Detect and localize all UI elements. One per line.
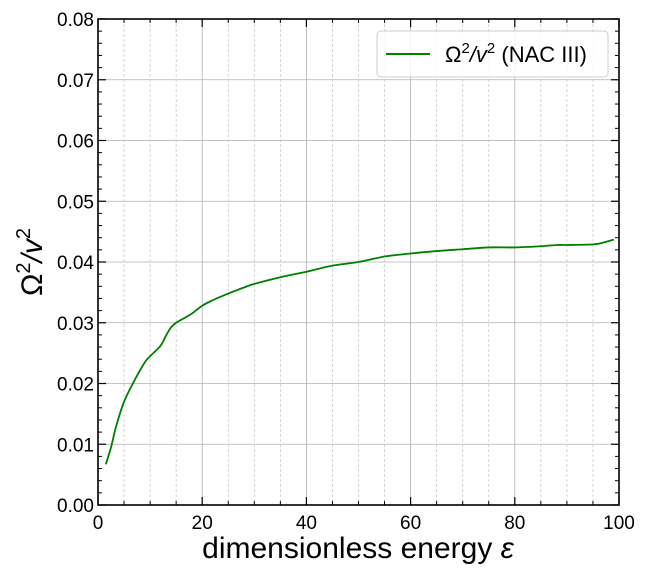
legend-label: Ω2/v2 (NAC III) <box>445 40 587 67</box>
series-line <box>104 238 615 465</box>
series-layer <box>104 238 615 465</box>
x-tick-label: 0 <box>93 513 104 534</box>
legend: Ω2/v2 (NAC III) <box>376 30 609 78</box>
y-tick-label: 0.01 <box>57 435 94 456</box>
plot-frame <box>97 18 620 506</box>
tick-labels: 0 20 40 60 80 100 0.00 0.01 0.02 0.03 0.04 0.05 0.06… <box>57 10 635 534</box>
x-tick-label: 20 <box>192 513 213 534</box>
y-tick-label: 0.05 <box>57 192 94 213</box>
legend-box <box>376 30 609 78</box>
x-tick-label: 80 <box>504 513 525 534</box>
x-tick-label: 40 <box>296 513 317 534</box>
x-axis-label: dimensionless energy ε <box>202 532 515 565</box>
x-tick-label: 60 <box>400 513 421 534</box>
y-tick-label: 0.07 <box>57 71 94 92</box>
y-tick-label: 0.04 <box>57 253 94 274</box>
x-tick-label: 100 <box>603 513 635 534</box>
y-tick-label: 0.03 <box>57 314 94 335</box>
y-tick-label: 0.02 <box>57 375 94 396</box>
y-tick-label: 0.08 <box>57 10 94 31</box>
y-axis-label: Ω2/v2 <box>13 228 49 296</box>
y-tick-label: 0.06 <box>57 132 94 153</box>
y-tick-label: 0.00 <box>57 496 94 517</box>
